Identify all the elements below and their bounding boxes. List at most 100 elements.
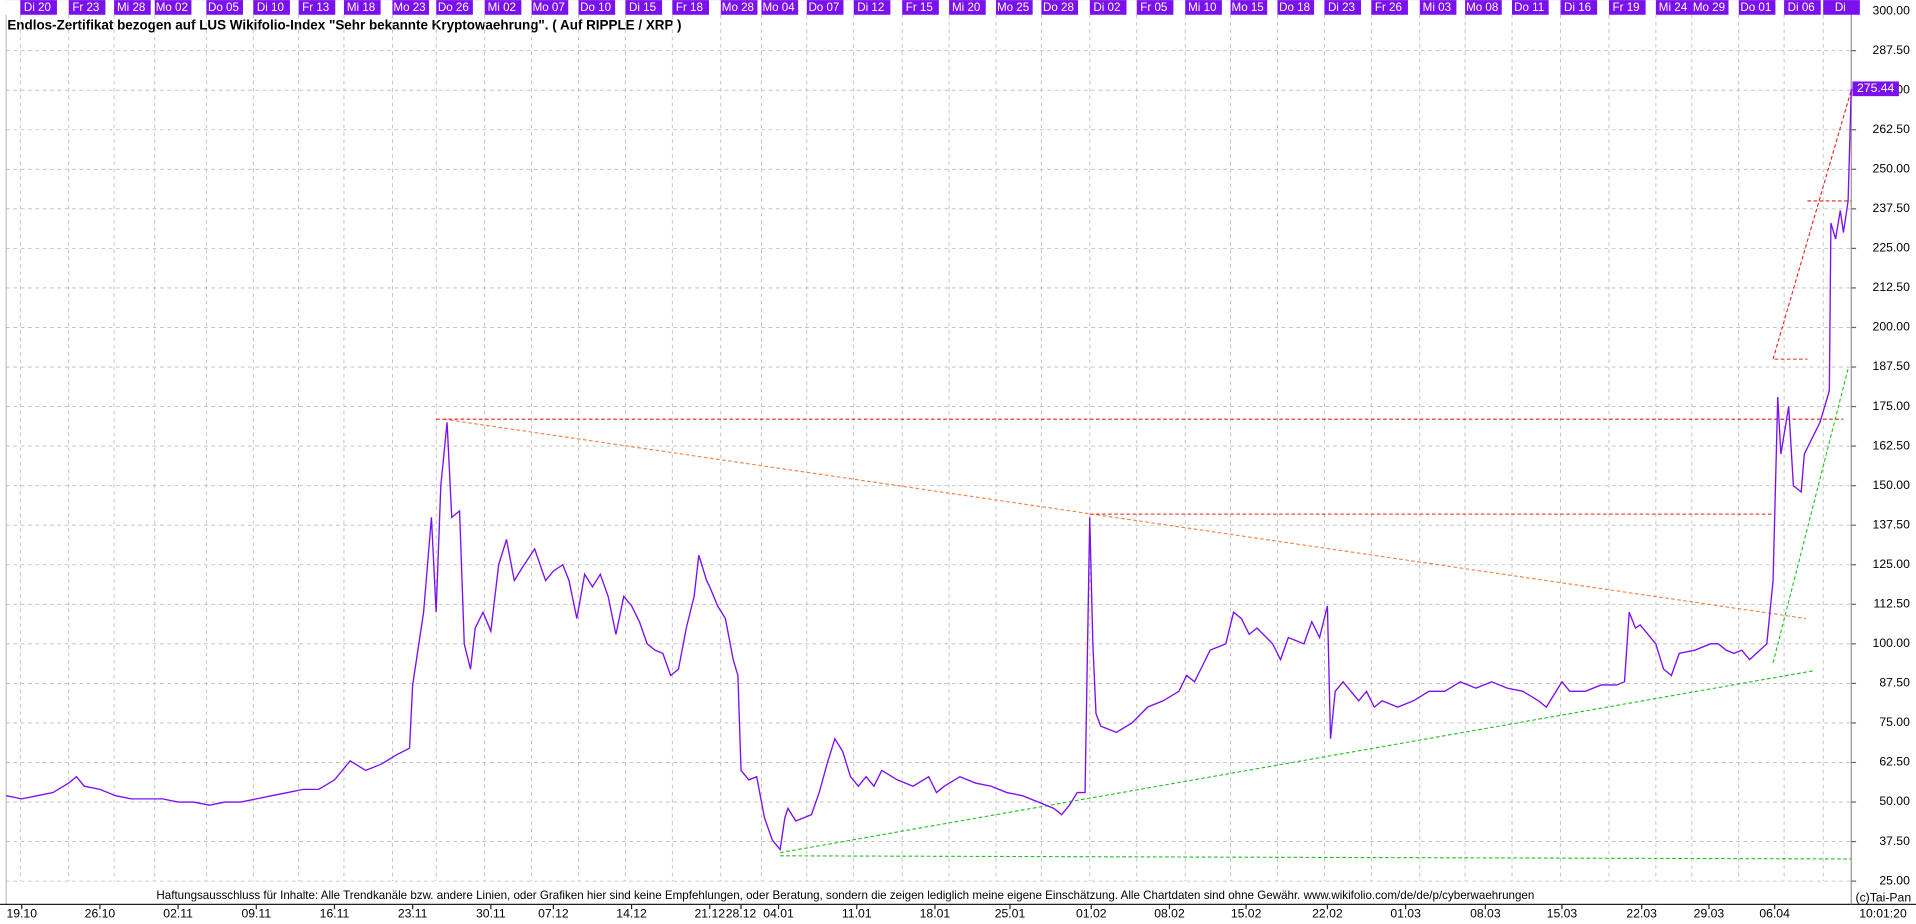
- y-tick-label: 162.50: [1873, 438, 1911, 452]
- top-tick-box: [1738, 0, 1776, 15]
- top-tick-box: [853, 0, 891, 15]
- top-tick-label: Fr 05: [1140, 1, 1167, 14]
- top-tick-label: Mo 02: [156, 1, 188, 14]
- top-tick-box: [1512, 0, 1549, 15]
- top-tick-box: [1655, 0, 1693, 15]
- top-tick-box: [253, 0, 290, 15]
- top-tick-box: [1465, 0, 1502, 15]
- top-tick-label: Mi 03: [1423, 1, 1451, 14]
- top-tick-box: [1371, 0, 1408, 15]
- x-tick-label: 15.03: [1547, 906, 1578, 920]
- trend-line: [780, 855, 1852, 860]
- x-tick-label: 15.02: [1231, 906, 1262, 920]
- top-tick-label: Di 06: [1788, 1, 1815, 14]
- x-tick-label: 08.02: [1154, 906, 1185, 920]
- top-tick-label: Do 05: [208, 1, 239, 14]
- y-tick-label: 212.50: [1873, 280, 1911, 294]
- top-tick-label: Do 28: [1043, 1, 1074, 14]
- top-tick-box: [625, 0, 663, 15]
- top-tick-label: Mi 24: [1659, 1, 1688, 14]
- top-tick-label: Mo 29: [1693, 1, 1725, 14]
- copyright: (c)Tai-Pan: [1856, 890, 1912, 904]
- top-tick-label: Di 02: [1093, 1, 1120, 14]
- top-tick-label: Di: [1835, 1, 1846, 14]
- y-tick-label: 237.50: [1873, 201, 1911, 215]
- trend-line: [443, 418, 1806, 620]
- top-tick-label: Mi 20: [952, 1, 980, 14]
- top-tick-label: Fr 23: [72, 1, 99, 14]
- trend-line: [1772, 90, 1852, 360]
- y-tick-label: 87.50: [1879, 676, 1910, 690]
- top-tick-box: [392, 0, 430, 15]
- x-tick-label: 06.04: [1759, 906, 1790, 920]
- top-tick-label: Fr 15: [906, 1, 933, 14]
- trend-line: [780, 670, 1814, 854]
- x-tick-label: 01.02: [1076, 906, 1107, 920]
- y-tick-label: 125.00: [1873, 557, 1911, 571]
- top-tick-label: Mo 08: [1466, 1, 1498, 14]
- top-tick-box: [1823, 0, 1860, 15]
- top-tick-label: Mi 10: [1188, 1, 1216, 14]
- top-tick-label: Mi 28: [117, 1, 145, 14]
- top-tick-box: [761, 0, 799, 15]
- top-tick-box: [1784, 0, 1821, 15]
- y-tick-label: 187.50: [1873, 359, 1911, 373]
- x-tick-label: 23.11: [398, 906, 428, 920]
- trend-line: [1772, 368, 1849, 663]
- x-tick-label: 25.01: [995, 906, 1026, 920]
- y-tick-label: 137.50: [1873, 517, 1911, 531]
- x-tick-label: 02.11: [163, 906, 193, 920]
- x-tick-label: 14.12: [616, 906, 647, 920]
- y-tick-label: 100.00: [1873, 636, 1911, 650]
- top-tick-label: Mo 04: [762, 1, 795, 14]
- top-tick-box: [1041, 0, 1079, 15]
- x-tick-label: 29.03: [1694, 906, 1725, 920]
- top-tick-box: [949, 0, 986, 15]
- top-tick-label: Do 01: [1740, 1, 1771, 14]
- x-tick-label: 19.10: [6, 906, 37, 920]
- top-tick-label: Fr 13: [302, 1, 329, 14]
- y-tick-label: 262.50: [1873, 122, 1911, 136]
- top-tick-box: [20, 0, 57, 15]
- x-tick-label: 01.03: [1390, 906, 1421, 920]
- top-tick-box: [806, 0, 844, 15]
- x-tick-label: 22.03: [1626, 906, 1657, 920]
- top-tick-box: [206, 0, 244, 15]
- top-tick-label: Do 07: [808, 1, 839, 14]
- y-tick-label: 300.00: [1873, 3, 1911, 17]
- top-tick-label: Mo 23: [393, 1, 425, 14]
- top-tick-label: Di 16: [1564, 1, 1591, 14]
- top-tick-label: Do 10: [580, 1, 611, 14]
- y-tick-label: 150.00: [1873, 478, 1911, 492]
- top-tick-box: [578, 0, 616, 15]
- y-tick-label: 75.00: [1879, 715, 1910, 729]
- top-tick-label: Fr 18: [676, 1, 703, 14]
- y-tick-label: 250.00: [1873, 162, 1911, 176]
- y-tick-label: 225.00: [1873, 241, 1911, 255]
- x-tick-label: 18.01: [920, 906, 951, 920]
- x-tick-label: 28.12: [726, 906, 757, 920]
- top-tick-label: Do 11: [1514, 1, 1544, 14]
- top-tick-label: Fr 19: [1613, 1, 1640, 14]
- top-tick-box: [672, 0, 709, 15]
- time-label: 10:01:20: [1859, 906, 1907, 920]
- top-tick-label: Mo 15: [1232, 1, 1264, 14]
- top-tick-box: [114, 0, 151, 15]
- x-tick-label: 04.01: [763, 906, 794, 920]
- top-tick-box: [902, 0, 939, 15]
- top-tick-label: Di 15: [629, 1, 656, 14]
- top-tick-box: [531, 0, 569, 15]
- x-tick-label: 08.03: [1470, 906, 1501, 920]
- y-tick-label: 37.50: [1879, 834, 1910, 848]
- y-tick-label: 287.50: [1873, 43, 1911, 57]
- top-tick-label: Di 23: [1328, 1, 1355, 14]
- x-tick-label: 16.11: [320, 906, 350, 920]
- top-tick-box: [1608, 0, 1646, 15]
- last-value-label: 275.44: [1857, 81, 1895, 95]
- top-tick-box: [154, 0, 192, 15]
- x-tick-label: 21.12: [694, 906, 725, 920]
- y-tick-label: 25.00: [1879, 873, 1910, 887]
- disclaimer: Haftungsausschluss für Inhalte: Alle Tre…: [156, 889, 1534, 902]
